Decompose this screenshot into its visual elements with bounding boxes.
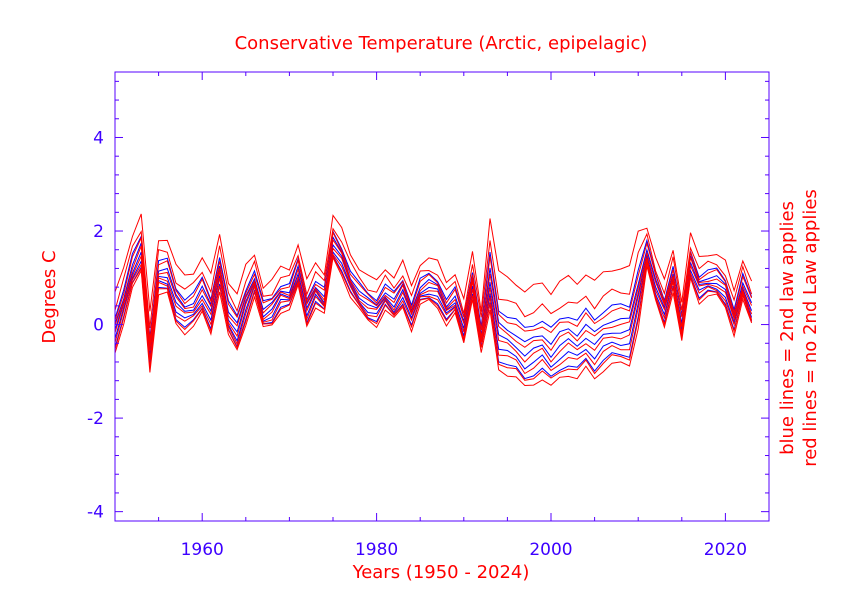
red-series-line	[114, 247, 753, 363]
y-axis-label: Degrees C	[39, 250, 60, 343]
x-tick-label: 1960	[181, 540, 224, 560]
red-series-line	[114, 238, 753, 352]
x-axis-label: Years (1950 - 2024)	[352, 562, 530, 583]
red-series-line	[114, 254, 753, 381]
y-tick-label: 4	[93, 128, 104, 148]
y-tick-label: -2	[87, 409, 104, 429]
x-tick-label: 2020	[704, 540, 747, 560]
y-tick-label: 0	[93, 316, 104, 336]
red-series-line	[114, 230, 753, 341]
chart-title: Conservative Temperature (Arctic, epipel…	[235, 33, 648, 54]
plot-area	[114, 213, 753, 387]
right-label-blue: blue lines = 2nd law applies	[777, 201, 798, 455]
red-series-line	[114, 213, 753, 312]
red-series-line	[114, 255, 753, 387]
axis-frame	[114, 71, 770, 522]
ticks: 1960 1980 2000 2020 -4 -2 0 2 4	[87, 72, 770, 560]
red-series-line	[114, 253, 753, 375]
red-series-line	[114, 227, 753, 328]
blue-series-line	[114, 229, 753, 338]
right-label-red: red lines = no 2nd Law applies	[800, 189, 821, 467]
y-tick-label: -4	[87, 503, 104, 523]
y-tick-label: 2	[93, 222, 104, 242]
x-tick-label: 2000	[529, 540, 572, 560]
x-tick-label: 1980	[355, 540, 398, 560]
